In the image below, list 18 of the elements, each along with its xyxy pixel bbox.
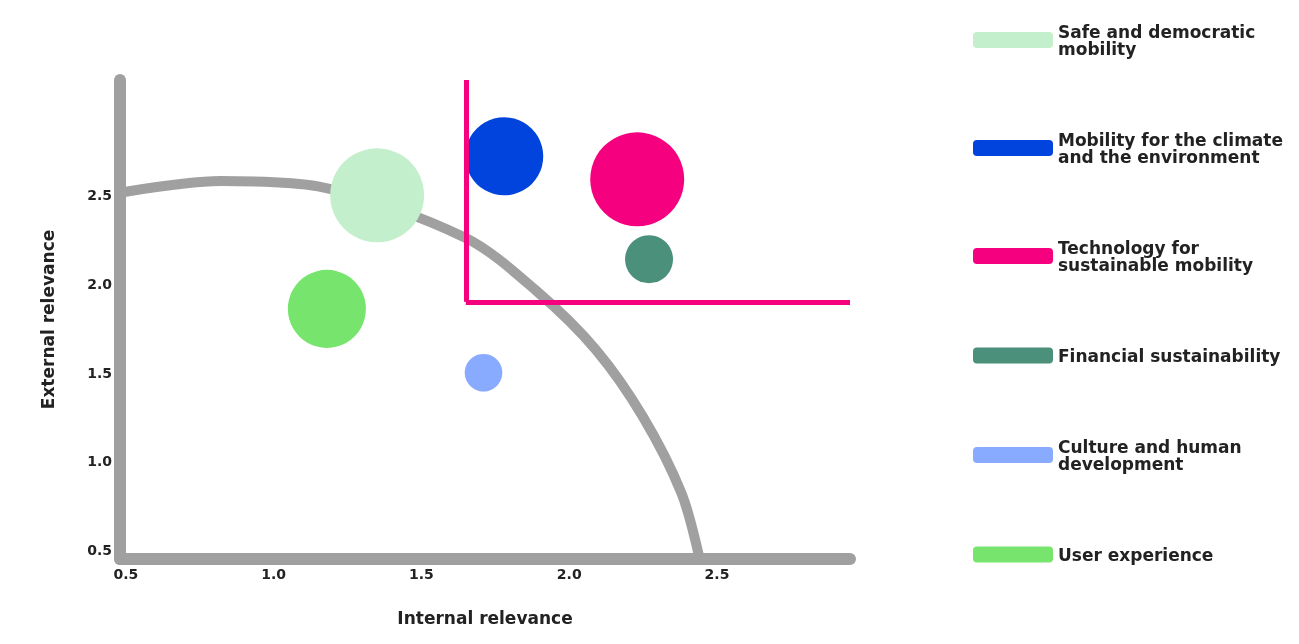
x-tick-label: 0.5 <box>113 566 139 582</box>
legend-label: User experience <box>1058 544 1214 565</box>
legend-label: Technology for sustainable mobility <box>1058 237 1254 275</box>
x-axis-title: Internal relevance <box>397 607 573 628</box>
legend-label: Safe and democratic mobility <box>1058 21 1262 59</box>
x-tick-label: 2.5 <box>704 566 730 582</box>
x-tick-label: 1.0 <box>261 566 287 582</box>
y-tick-label: 1.0 <box>87 453 113 470</box>
y-tick-label: 2.5 <box>87 187 112 204</box>
legend-label: Culture and human development <box>1058 436 1248 474</box>
y-axis-title: External relevance <box>37 229 58 410</box>
y-tick-label: 0.5 <box>87 542 112 559</box>
y-tick-label: 2.0 <box>87 276 113 293</box>
y-tick-label: 1.5 <box>87 364 112 381</box>
x-tick-label: 1.5 <box>409 566 434 582</box>
x-tick-label: 2.0 <box>556 566 582 582</box>
legend-label: Financial sustainability <box>1058 345 1281 366</box>
legend-label: Mobility for the climate and the environment <box>1058 129 1289 167</box>
